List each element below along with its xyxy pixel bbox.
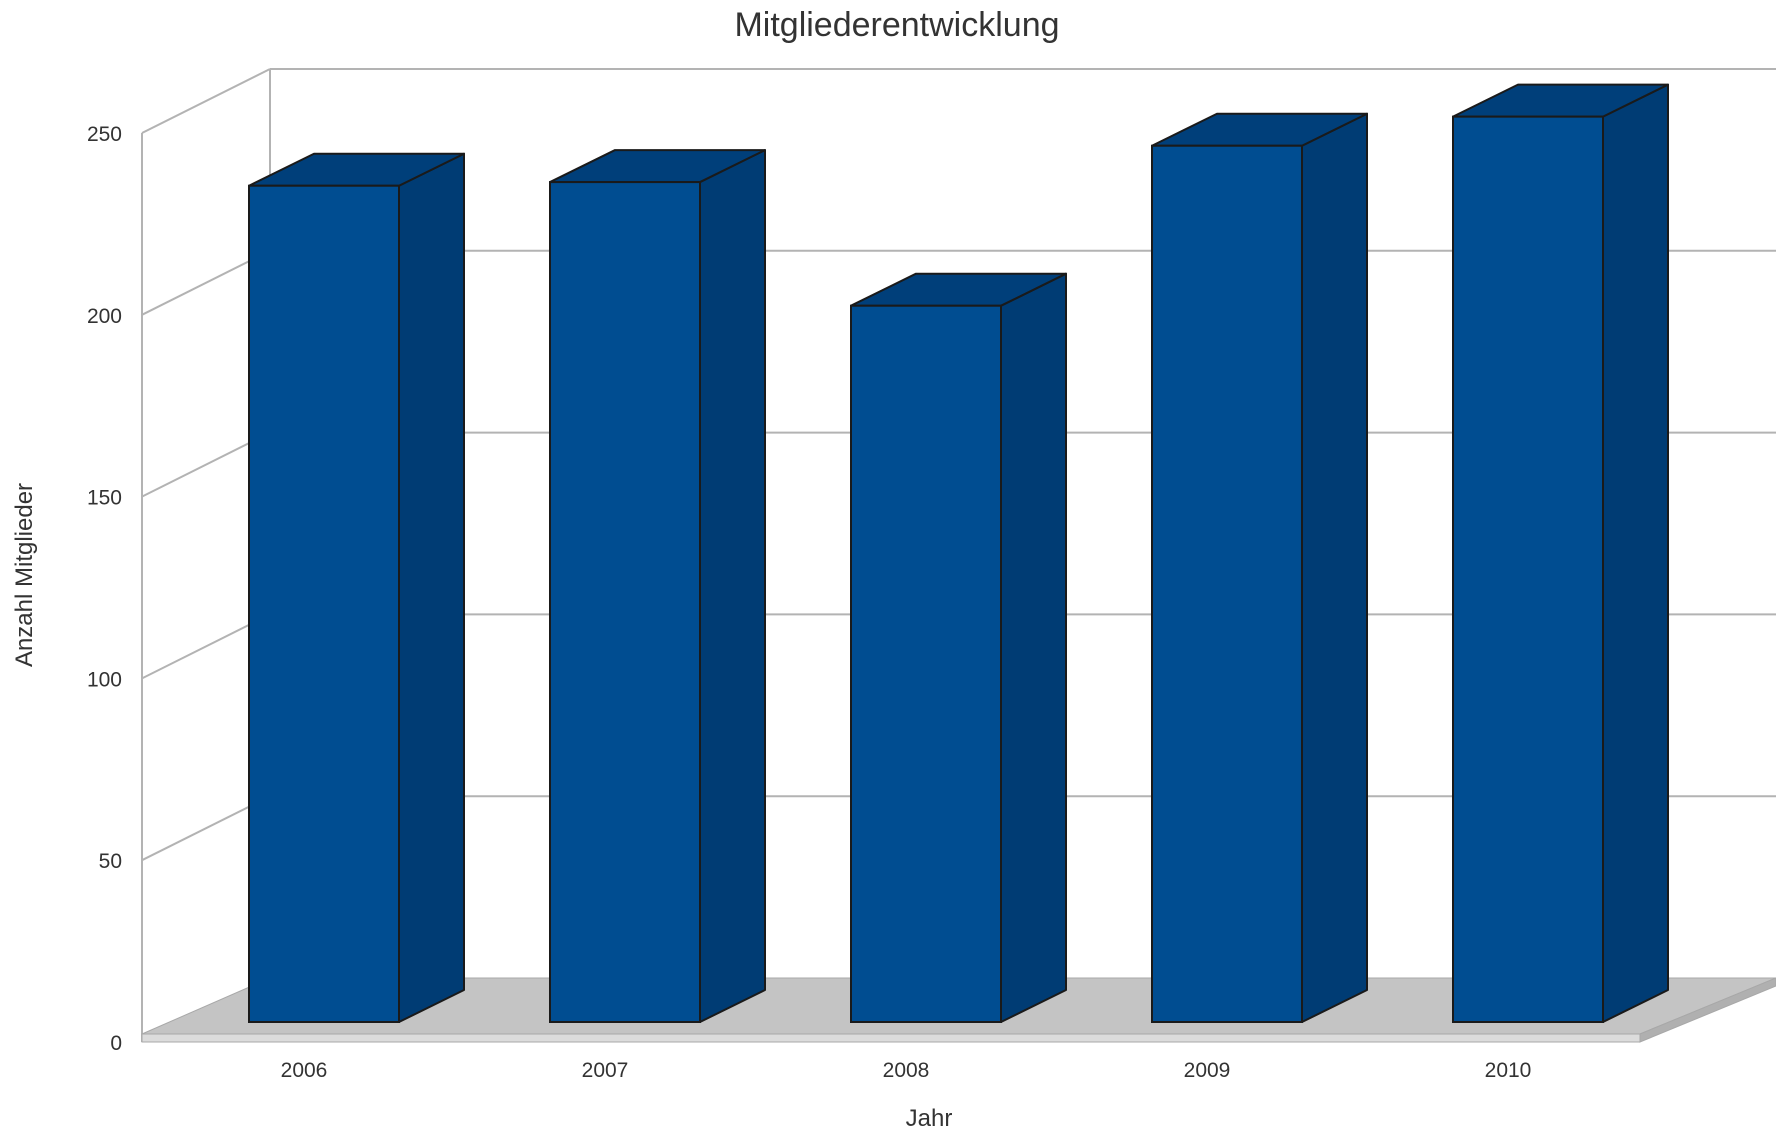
x-axis-label: Jahr	[906, 1105, 953, 1130]
side-gridline	[141, 68, 271, 134]
bar-front	[850, 304, 1002, 1023]
floor-front-edge	[141, 1033, 1641, 1043]
x-tick-label: 2008	[883, 1059, 930, 1082]
y-tick-label: 50	[99, 850, 122, 873]
y-tick-labels: 0 50 100 150 200 250	[87, 123, 122, 1055]
bar-2010	[1452, 83, 1669, 1024]
bar-side	[398, 152, 465, 1023]
bar-2009	[1151, 112, 1368, 1023]
bar-2007	[549, 149, 766, 1024]
bar-side	[1602, 83, 1669, 1023]
y-axis-label: Anzahl Mitglieder	[11, 483, 38, 667]
bar-side	[699, 149, 766, 1023]
bar-2006	[248, 152, 465, 1024]
bar-front	[248, 184, 400, 1024]
bar-front	[549, 181, 701, 1024]
y-tick-label: 250	[87, 123, 122, 146]
x-tick-labels: 2006 2007 2008 2009 2010	[281, 1059, 1532, 1082]
y-tick-label: 100	[87, 668, 122, 691]
y-tick-label: 200	[87, 305, 122, 328]
bar-front	[1151, 144, 1303, 1023]
chart-title: Mitgliederentwicklung	[734, 6, 1059, 44]
bars	[248, 83, 1669, 1024]
y-tick-label: 0	[110, 1032, 122, 1055]
x-tick-label: 2010	[1485, 1059, 1532, 1082]
y-tick-label: 150	[87, 487, 122, 510]
bar-side	[1301, 112, 1368, 1023]
bar-front	[1452, 115, 1604, 1024]
bar-2008	[850, 272, 1067, 1023]
x-tick-label: 2009	[1184, 1059, 1231, 1082]
bar-side	[1000, 272, 1067, 1023]
x-tick-label: 2007	[582, 1059, 629, 1082]
floor-side-edge	[1639, 977, 1776, 1043]
x-tick-label: 2006	[281, 1059, 328, 1082]
